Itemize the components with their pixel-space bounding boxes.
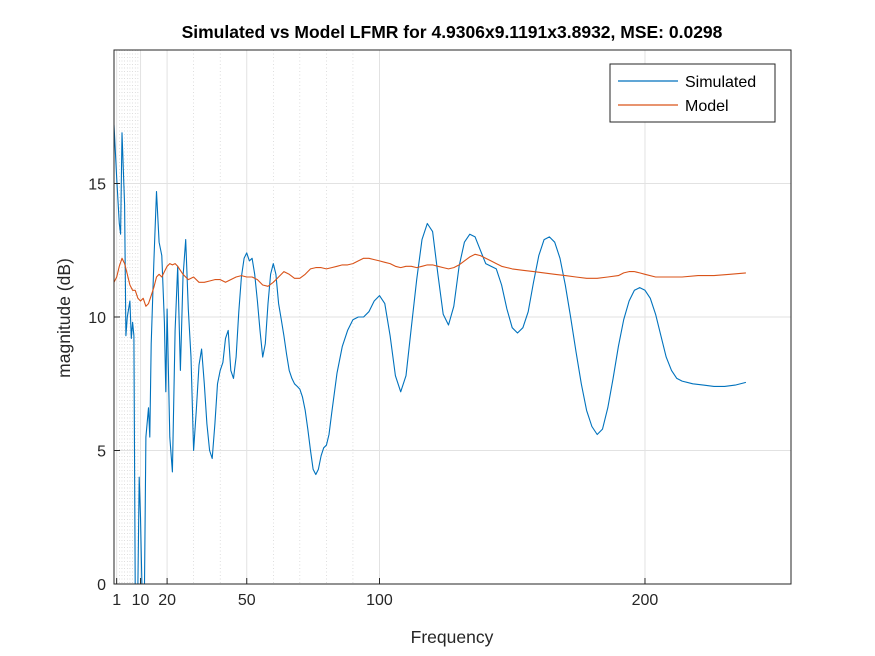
x-tick-label: 50 bbox=[238, 592, 256, 609]
legend-label-model: Model bbox=[685, 98, 729, 115]
legend-label-simulated: Simulated bbox=[685, 74, 756, 91]
series-line-simulated bbox=[114, 124, 747, 584]
x-axis-ticks: 1 10 20 50 100 200 bbox=[112, 578, 658, 609]
x-tick-label: 200 bbox=[632, 592, 659, 609]
legend-box bbox=[609, 63, 776, 123]
y-tick-label: 5 bbox=[97, 444, 106, 461]
x-tick-label: 20 bbox=[158, 592, 176, 609]
legend: Simulated Model bbox=[609, 63, 776, 123]
x-axis-label: Frequency bbox=[411, 627, 494, 647]
chart-title: Simulated vs Model LFMR for 4.9306x9.119… bbox=[182, 22, 723, 42]
y-tick-label: 0 bbox=[97, 577, 106, 594]
plot-area: 1 10 20 50 100 200 0 5 10 15 bbox=[88, 49, 792, 609]
x-tick-label: 10 bbox=[132, 592, 150, 609]
y-tick-label: 10 bbox=[88, 310, 106, 327]
y-tick-label: 15 bbox=[88, 177, 106, 194]
series-layer bbox=[114, 124, 747, 584]
x-tick-label: 100 bbox=[366, 592, 393, 609]
y-axis-label: magnitude (dB) bbox=[54, 258, 74, 378]
y-axis-ticks: 0 5 10 15 bbox=[88, 177, 120, 594]
series-line-model bbox=[114, 253, 746, 307]
x-tick-label: 1 bbox=[112, 592, 121, 609]
